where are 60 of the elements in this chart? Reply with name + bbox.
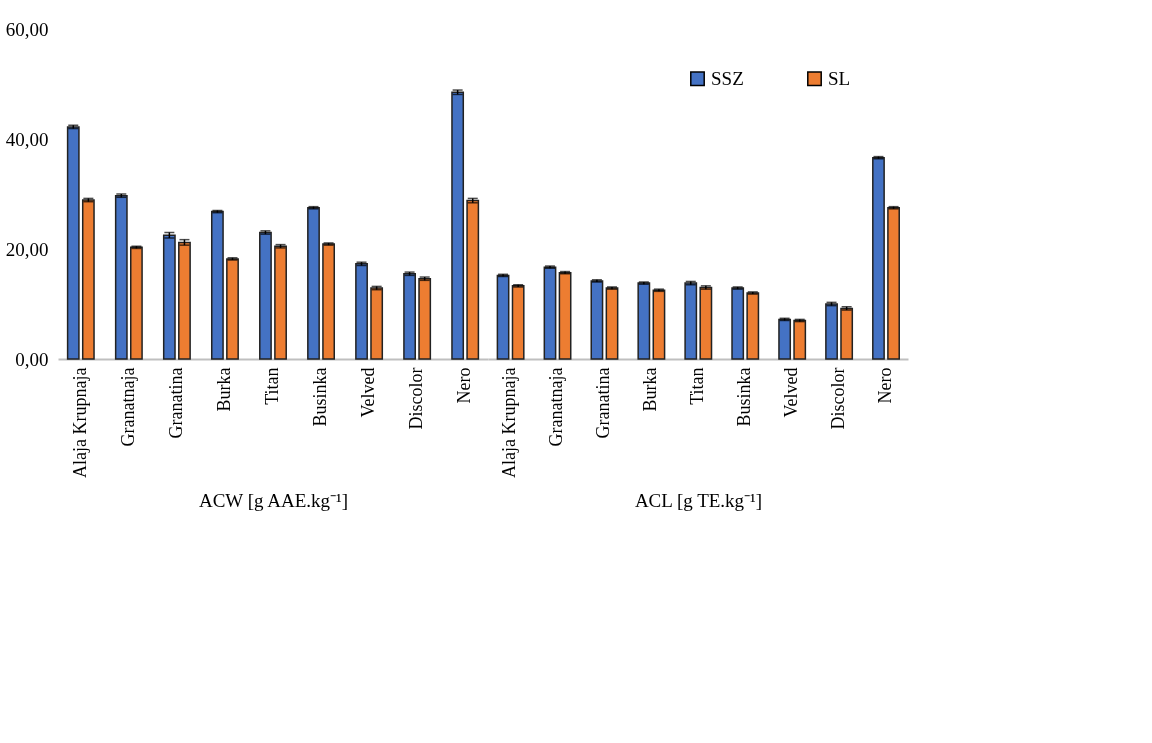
x-tick-label: Discolor [827, 367, 848, 430]
legend-label: SSZ [711, 67, 744, 89]
bar [778, 318, 792, 360]
x-tick-label: Discolor [406, 367, 427, 430]
bar [403, 273, 416, 360]
bar [511, 285, 525, 360]
x-tick-label: Granatina [593, 367, 614, 439]
x-tick-label: Granatnaja [117, 367, 138, 447]
x-tick-label: Nero [874, 367, 895, 404]
bar [418, 277, 432, 360]
bar [81, 199, 95, 360]
bar [684, 282, 698, 360]
bar [226, 258, 239, 360]
y-tick-label: 0,00 [15, 348, 49, 370]
bar [307, 207, 320, 360]
y-tick-label: 40,00 [5, 128, 49, 150]
bar [466, 199, 480, 360]
bar [66, 126, 80, 360]
x-tick-label: Titan [687, 367, 707, 405]
x-tick-label: Velved [358, 367, 379, 418]
bar [355, 263, 368, 360]
x-tick-label: Granatnaja [546, 367, 567, 447]
bar [793, 319, 807, 360]
x-tick-label: Burka [213, 367, 234, 412]
bar [699, 286, 713, 360]
x-tick-label: Nero [454, 367, 475, 404]
x-tick-label: Granatina [165, 367, 186, 439]
bar [496, 274, 510, 360]
x-tick-label: Businka [733, 367, 754, 427]
bar [872, 156, 885, 360]
x-tick-label: Businka [310, 367, 331, 427]
legend-label: SL [828, 67, 851, 89]
bar [259, 231, 272, 360]
bar [130, 246, 143, 360]
x-tick-label: Burka [640, 367, 661, 412]
bar [746, 292, 760, 360]
x-axis-title: ACL [g TE.kg⁻¹] [634, 489, 763, 511]
x-tick-label: Titan [262, 367, 282, 405]
bar [210, 210, 224, 360]
y-tick-label: 20,00 [5, 238, 49, 260]
x-tick-label: Alaja Krupnaja [499, 367, 520, 478]
bar [543, 266, 557, 360]
bar [731, 287, 745, 360]
bar [825, 303, 838, 360]
x-tick-label: Alaja Krupnaja [69, 367, 90, 478]
x-axis-title: ACW [g AAE.kg⁻¹] [198, 489, 349, 511]
bar [590, 280, 604, 360]
bar [840, 307, 854, 360]
bar [114, 194, 128, 360]
bar [370, 287, 384, 360]
bar [887, 207, 900, 360]
x-tick-label: Velved [780, 367, 801, 418]
bar [558, 271, 572, 360]
bar [274, 245, 287, 360]
bar [451, 91, 465, 360]
bar [652, 289, 666, 360]
bar [605, 287, 619, 360]
bar [322, 243, 336, 360]
y-tick-label: 60,00 [5, 18, 49, 40]
bar [637, 282, 651, 360]
